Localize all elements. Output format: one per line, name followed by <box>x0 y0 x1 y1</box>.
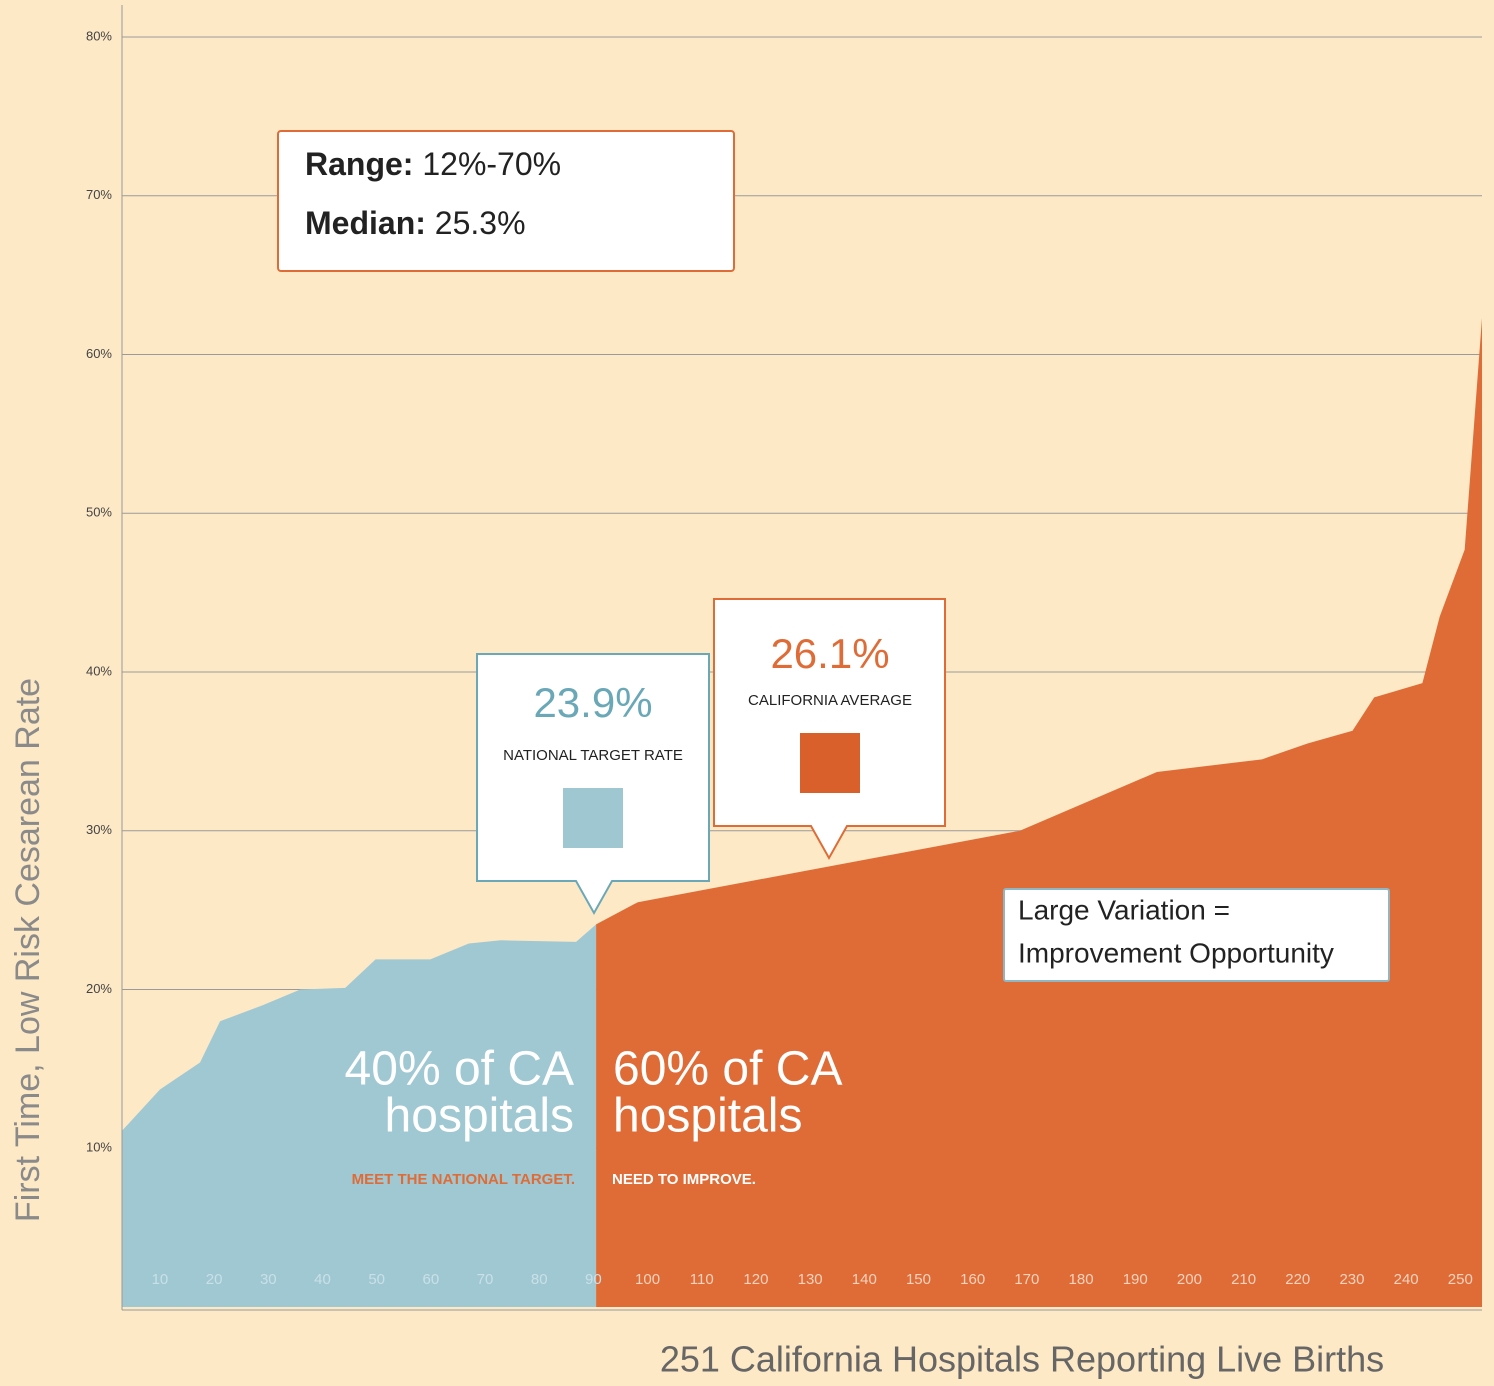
y-tick-label: 30% <box>86 822 112 837</box>
y-tick-label: 70% <box>86 187 112 202</box>
x-tick-label: 220 <box>1285 1271 1310 1288</box>
x-tick-label: 50 <box>368 1271 385 1288</box>
area <box>122 924 597 1307</box>
median-value: 25.3% <box>435 205 526 241</box>
y-tick-label: 60% <box>86 346 112 361</box>
range-box <box>277 130 735 272</box>
areas <box>122 317 1482 1307</box>
x-tick-label: 140 <box>852 1271 877 1288</box>
california-label: CALIFORNIA AVERAGE <box>748 692 912 709</box>
meet-note: MEET THE NATIONAL TARGET. <box>352 1171 575 1188</box>
area <box>596 317 1482 1307</box>
national-swatch <box>563 788 623 848</box>
median-label: Median: <box>305 205 426 241</box>
improve-share: 60% of CA <box>613 1043 842 1096</box>
x-tick-label: 190 <box>1123 1271 1148 1288</box>
median-text: Median: 25.3% <box>305 205 526 241</box>
x-tick-label: 30 <box>260 1271 277 1288</box>
x-tick-label: 120 <box>743 1271 768 1288</box>
california-callout <box>713 598 946 861</box>
x-tick-label: 160 <box>960 1271 985 1288</box>
x-tick-label: 90 <box>585 1271 602 1288</box>
variation-line: Large Variation = <box>1018 894 1230 925</box>
x-tick-label: 250 <box>1448 1271 1473 1288</box>
range-value: 12%-70% <box>422 146 561 182</box>
national-callout <box>476 653 710 916</box>
meet-share: 40% of CA <box>345 1043 574 1096</box>
x-tick-label: 130 <box>798 1271 823 1288</box>
x-tick-label: 20 <box>206 1271 223 1288</box>
x-tick-label: 40 <box>314 1271 331 1288</box>
x-tick-label: 100 <box>635 1271 660 1288</box>
meet-share: hospitals <box>385 1090 574 1143</box>
x-axis-label: 251 California Hospitals Reporting Live … <box>660 1339 1384 1380</box>
x-tick-label: 80 <box>531 1271 548 1288</box>
range-text: Range: 12%-70% <box>305 146 561 182</box>
x-tick-label: 210 <box>1231 1271 1256 1288</box>
y-tick-label: 20% <box>86 981 112 996</box>
x-tick-label: 70 <box>477 1271 494 1288</box>
x-tick-label: 150 <box>906 1271 931 1288</box>
california-value: 26.1% <box>770 630 889 677</box>
variation-box <box>1003 888 1390 982</box>
y-tick-label: 80% <box>86 28 112 43</box>
x-tick-label: 110 <box>690 1271 714 1288</box>
national-label: NATIONAL TARGET RATE <box>503 747 683 764</box>
y-tick-label: 40% <box>86 663 112 678</box>
ticks: 10% 20% 30% 40% 50% 60% 70% 80% 10 20 30 40 50 60 70 80… <box>86 28 1473 1288</box>
x-tick-label: 10 <box>152 1271 169 1288</box>
x-tick-label: 170 <box>1014 1271 1039 1288</box>
y-tick-label: 10% <box>86 1140 112 1155</box>
national-value: 23.9% <box>533 679 652 726</box>
range-label: Range: <box>305 146 413 182</box>
x-tick-label: 240 <box>1394 1271 1419 1288</box>
improve-note: NEED TO IMPROVE. <box>612 1171 756 1188</box>
x-tick-label: 230 <box>1339 1271 1364 1288</box>
california-swatch <box>800 733 860 793</box>
variation-line: Improvement Opportunity <box>1018 937 1334 968</box>
x-tick-label: 200 <box>1177 1271 1202 1288</box>
improve-share: hospitals <box>613 1090 802 1143</box>
x-tick-label: 60 <box>423 1271 440 1288</box>
y-tick-label: 50% <box>86 505 112 520</box>
x-tick-label: 180 <box>1069 1271 1094 1288</box>
y-axis-label: First Time, Low Risk Cesarean Rate <box>9 678 47 1222</box>
